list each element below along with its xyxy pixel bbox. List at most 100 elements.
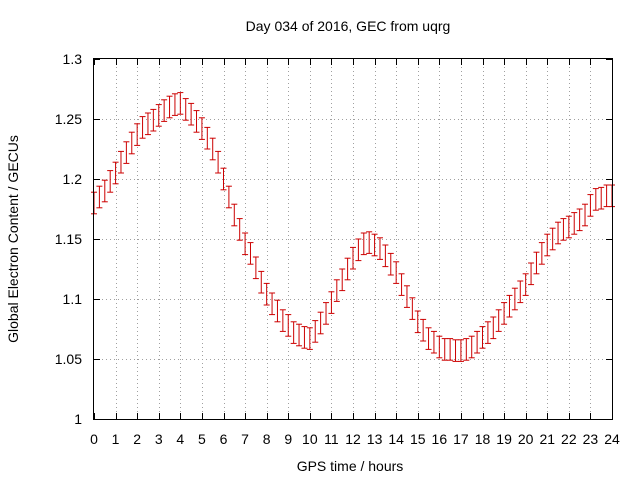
x-tick-label: 14	[388, 431, 404, 447]
error-bar-point	[501, 302, 508, 325]
x-tick-label: 8	[263, 431, 271, 447]
error-bar-point	[279, 309, 286, 332]
error-bar-point	[436, 335, 443, 359]
error-bar-point	[544, 233, 551, 257]
x-tick-label: 9	[284, 431, 292, 447]
error-bar-point	[452, 339, 459, 362]
error-bar-point	[495, 309, 502, 332]
plot-frame	[93, 58, 613, 420]
error-bar-point	[236, 218, 243, 241]
error-bar-point	[366, 231, 373, 254]
series	[91, 92, 615, 362]
error-bar-point	[350, 246, 356, 270]
error-bar-point	[242, 232, 249, 256]
error-bar-point	[528, 262, 535, 286]
error-bar-point	[123, 141, 130, 164]
x-tick-label: 7	[241, 431, 249, 447]
y-tick-label: 1.15	[55, 231, 82, 247]
error-bar-point	[511, 287, 518, 311]
error-bar-point	[409, 297, 416, 320]
y-tick-label: 1.05	[55, 351, 82, 367]
error-bar-point	[560, 218, 567, 241]
error-bar-point	[430, 330, 437, 354]
error-bar-point	[252, 256, 259, 280]
x-tick-label: 2	[133, 431, 141, 447]
x-tick-label: 1	[112, 431, 120, 447]
y-tick-label: 1.3	[63, 51, 83, 67]
x-tick-label: 19	[496, 431, 512, 447]
error-bar-point	[549, 227, 556, 251]
error-bar-point	[339, 268, 346, 292]
x-tick-label: 15	[410, 431, 426, 447]
x-tick-label: 5	[198, 431, 206, 447]
x-tick-label: 22	[561, 431, 577, 447]
error-bar-point	[301, 326, 308, 349]
error-bar-point	[382, 244, 389, 268]
error-bar-point	[598, 186, 605, 210]
error-bar-point	[576, 208, 583, 232]
error-bar-point	[204, 126, 211, 150]
error-bar-point	[328, 291, 335, 314]
x-tick-label: 21	[539, 431, 555, 447]
error-bar-point	[134, 123, 141, 146]
error-bar-point	[376, 237, 383, 260]
x-tick-label: 6	[220, 431, 228, 447]
x-tick-label: 11	[324, 431, 339, 447]
error-bar-point	[150, 108, 157, 132]
error-bar-point	[225, 185, 232, 209]
axis-ticks	[94, 59, 613, 420]
x-tick-label: 10	[302, 431, 318, 447]
y-tick-label: 1.25	[55, 111, 82, 127]
error-bar-point	[117, 150, 124, 174]
error-bar-point	[285, 314, 292, 337]
error-bar-point	[571, 212, 578, 235]
x-tick-label: 23	[583, 431, 599, 447]
error-bar-point	[403, 285, 410, 308]
x-tick-label: 12	[345, 431, 361, 447]
error-bar-point	[96, 185, 103, 209]
error-bar-point	[533, 251, 540, 275]
error-bar-point	[603, 184, 610, 208]
error-bar-point	[258, 270, 265, 294]
error-bar-point	[323, 302, 330, 325]
error-bar-point	[296, 323, 303, 347]
x-axis-label: GPS time / hours	[297, 458, 404, 474]
error-bar-point	[490, 316, 497, 340]
error-bar-point	[565, 215, 572, 239]
y-tick-labels: 1 1.05 1.1 1.15 1.2 1.25 1.3	[55, 51, 82, 427]
error-bar-point	[474, 330, 481, 354]
error-bar-point	[441, 338, 448, 361]
error-bar-point	[274, 299, 281, 323]
error-bar-point	[333, 279, 340, 302]
error-bar-point	[166, 95, 173, 119]
error-bar-point	[425, 327, 432, 350]
error-bar-point	[193, 110, 200, 133]
error-bar-point	[555, 221, 562, 245]
error-bar-point	[144, 112, 151, 136]
error-bar-point	[371, 233, 378, 257]
error-bar-point	[231, 203, 238, 227]
error-bar-point	[447, 338, 454, 361]
error-bar-point	[420, 318, 427, 342]
x-tick-label: 18	[475, 431, 491, 447]
error-bar-point	[182, 98, 189, 121]
error-bar-point	[161, 99, 168, 122]
x-tick-label: 13	[367, 431, 383, 447]
x-tick-labels: 0 1 2 3 4 5 6 7 8 9 10 11 12 13 14 15 16 17 18 19 20 21 22 23 24	[90, 431, 620, 447]
error-bar-point	[139, 116, 146, 139]
error-bar-point	[463, 338, 470, 361]
error-bar-point	[355, 238, 362, 262]
error-bar-point	[247, 242, 254, 265]
error-bar-point	[360, 232, 367, 256]
y-tick-label: 1.1	[63, 291, 83, 307]
error-bar-point	[112, 161, 119, 185]
error-bar-point	[468, 335, 475, 359]
error-bar-point	[344, 257, 351, 281]
x-tick-label: 20	[518, 431, 534, 447]
error-bar-point	[215, 150, 222, 174]
error-bar-point	[101, 179, 108, 203]
error-bar-point	[171, 93, 178, 116]
error-bar-point	[393, 261, 400, 284]
series-error-bars	[91, 92, 615, 362]
